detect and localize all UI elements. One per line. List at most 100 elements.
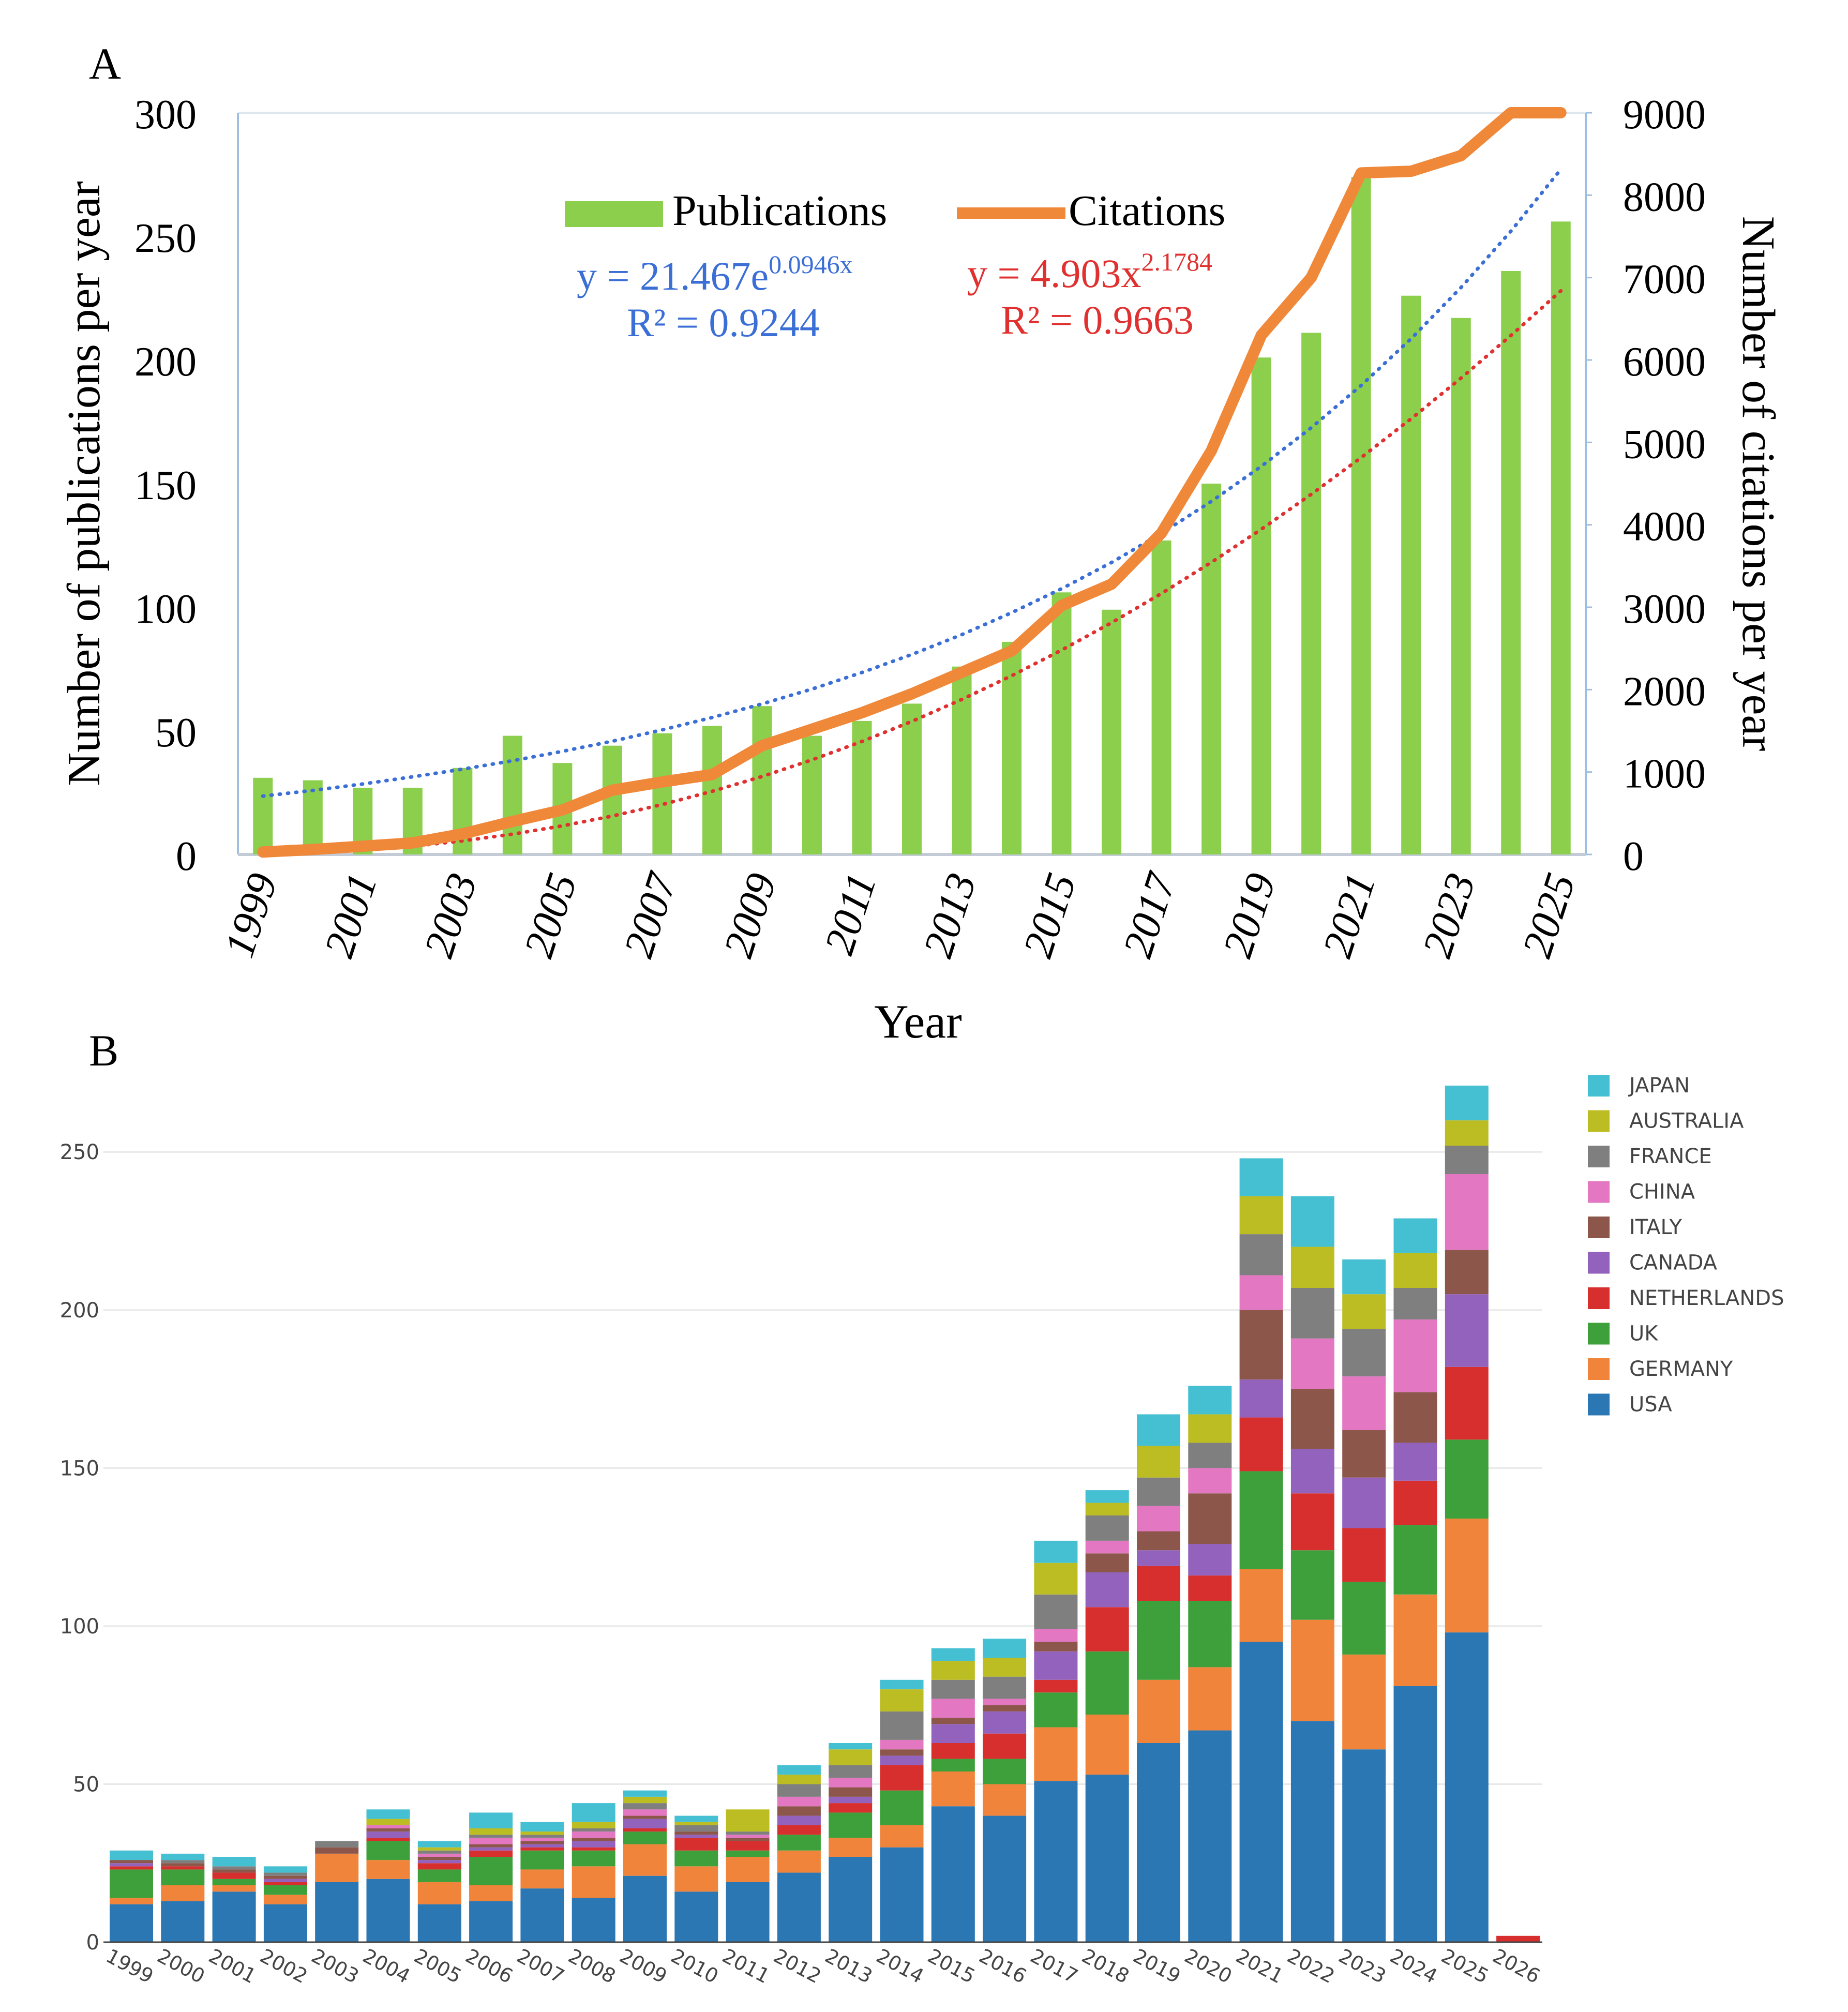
bar-2002-canada bbox=[263, 1879, 307, 1882]
trendlines bbox=[261, 167, 1563, 856]
bar-2010-australia bbox=[674, 1822, 718, 1825]
bar-2009-italy bbox=[623, 1815, 667, 1819]
publications-bar-2012 bbox=[902, 703, 922, 854]
legend-label-france: FRANCE bbox=[1629, 1145, 1712, 1168]
bar-2015-china bbox=[931, 1699, 975, 1718]
bar-2006-netherlands bbox=[469, 1850, 513, 1857]
bar-2023-uk bbox=[1342, 1582, 1386, 1655]
bar-2006-uk bbox=[469, 1857, 513, 1885]
bar-2012-netherlands bbox=[777, 1825, 821, 1835]
bar-2004-netherlands bbox=[366, 1838, 410, 1841]
bar-2013-china bbox=[829, 1778, 873, 1788]
bar-2016-uk bbox=[983, 1759, 1027, 1784]
bar-2010-japan bbox=[674, 1815, 718, 1822]
bar-2019-france bbox=[1137, 1477, 1180, 1506]
bar-2014-italy bbox=[880, 1749, 924, 1756]
bar-2020-netherlands bbox=[1188, 1575, 1232, 1601]
publications-bar-2025 bbox=[1551, 221, 1571, 854]
legend-swatch-italy bbox=[1588, 1217, 1610, 1238]
bar-2007-canada bbox=[520, 1844, 564, 1848]
legend-swatch-japan bbox=[1588, 1075, 1610, 1097]
bar-1999-usa bbox=[110, 1904, 153, 1942]
bar-2020-china bbox=[1188, 1468, 1232, 1494]
bar-2001-france bbox=[212, 1866, 256, 1870]
bar-1999-italy bbox=[110, 1860, 153, 1864]
panel-b-legend: JAPAN AUSTRALIA FRANCE CHINA ITALY CANADA NETH… bbox=[1588, 1074, 1784, 1417]
svg-text:y = 21.467e0.0946x: y = 21.467e0.0946x bbox=[577, 250, 853, 298]
right-y-tick-0: 0 bbox=[1623, 834, 1644, 879]
bar-2005-germany bbox=[417, 1882, 461, 1904]
right-y-tick-1000: 1000 bbox=[1623, 752, 1706, 797]
panel-b-y-tick-150: 150 bbox=[60, 1457, 99, 1480]
bar-2006-france bbox=[469, 1835, 513, 1838]
bar-2008-china bbox=[572, 1831, 615, 1838]
bar-2007-japan bbox=[520, 1822, 564, 1832]
bar-2025-australia bbox=[1445, 1120, 1489, 1146]
bar-2012-china bbox=[777, 1796, 821, 1807]
publications-equation-exponent: 0.0946x bbox=[769, 250, 853, 279]
bar-2016-canada bbox=[983, 1711, 1027, 1734]
bar-2021-china bbox=[1239, 1275, 1283, 1310]
panel-b-y-tick-100: 100 bbox=[60, 1615, 99, 1639]
bar-2022-canada bbox=[1290, 1449, 1334, 1494]
bar-2024-netherlands bbox=[1393, 1480, 1437, 1525]
bar-2020-germany bbox=[1188, 1667, 1232, 1731]
bar-2013-canada bbox=[829, 1796, 873, 1804]
bar-2004-usa bbox=[366, 1879, 410, 1942]
legend-swatch-uk bbox=[1588, 1323, 1610, 1345]
bar-2021-canada bbox=[1239, 1379, 1283, 1418]
bar-1999-uk bbox=[110, 1869, 153, 1898]
bar-2019-netherlands bbox=[1137, 1566, 1180, 1601]
citations-r-squared: R² = 0.9663 bbox=[1001, 297, 1194, 342]
bar-2004-japan bbox=[366, 1809, 410, 1819]
bar-2012-uk bbox=[777, 1835, 821, 1851]
bar-2020-australia bbox=[1188, 1414, 1232, 1443]
bar-2015-uk bbox=[931, 1759, 975, 1771]
bar-2021-japan bbox=[1239, 1158, 1283, 1196]
bar-2013-italy bbox=[829, 1787, 873, 1797]
bar-1999-germany bbox=[110, 1898, 153, 1904]
bar-2013-japan bbox=[829, 1743, 873, 1750]
publications-bar-2000 bbox=[303, 780, 323, 854]
publications-bar-2009 bbox=[752, 706, 772, 854]
left-y-axis-title: Number of publications per year bbox=[58, 181, 110, 786]
bar-2025-netherlands bbox=[1445, 1367, 1489, 1440]
bar-2009-usa bbox=[623, 1875, 667, 1942]
bar-2001-japan bbox=[212, 1857, 256, 1867]
bar-2019-australia bbox=[1137, 1446, 1180, 1478]
bar-2016-italy bbox=[983, 1705, 1027, 1711]
bar-2011-italy bbox=[726, 1838, 770, 1841]
bar-2014-japan bbox=[880, 1679, 924, 1690]
bar-2021-france bbox=[1239, 1234, 1283, 1275]
bar-2006-japan bbox=[469, 1812, 513, 1828]
bar-1999-japan bbox=[110, 1850, 153, 1860]
bar-2008-usa bbox=[572, 1898, 615, 1942]
bar-2008-netherlands bbox=[572, 1847, 615, 1851]
bar-2018-usa bbox=[1085, 1775, 1129, 1942]
bar-2014-china bbox=[880, 1739, 924, 1750]
bar-2007-netherlands bbox=[520, 1847, 564, 1851]
bar-2000-usa bbox=[161, 1901, 205, 1942]
bar-2000-netherlands bbox=[161, 1866, 205, 1870]
bar-2004-italy bbox=[366, 1828, 410, 1832]
right-y-tick-7000: 7000 bbox=[1623, 257, 1706, 303]
bar-2022-france bbox=[1290, 1288, 1334, 1339]
bar-2016-japan bbox=[983, 1639, 1027, 1658]
bar-2020-canada bbox=[1188, 1544, 1232, 1576]
bar-2023-japan bbox=[1342, 1259, 1386, 1295]
bar-2009-australia bbox=[623, 1796, 667, 1804]
right-y-tick-8000: 8000 bbox=[1623, 174, 1706, 220]
bar-2001-italy bbox=[212, 1869, 256, 1873]
bar-2025-germany bbox=[1445, 1519, 1489, 1633]
bar-2011-australia bbox=[726, 1809, 770, 1832]
bar-2018-china bbox=[1085, 1540, 1129, 1554]
bar-2022-australia bbox=[1290, 1247, 1334, 1288]
bar-2005-australia bbox=[417, 1847, 461, 1851]
legend-citations-label: Citations bbox=[1069, 187, 1225, 235]
publications-bar-2023 bbox=[1451, 318, 1471, 854]
bar-2007-italy bbox=[520, 1841, 564, 1844]
bar-2001-germany bbox=[212, 1885, 256, 1892]
bar-2009-germany bbox=[623, 1844, 667, 1876]
left-y-tick-200: 200 bbox=[134, 339, 197, 385]
